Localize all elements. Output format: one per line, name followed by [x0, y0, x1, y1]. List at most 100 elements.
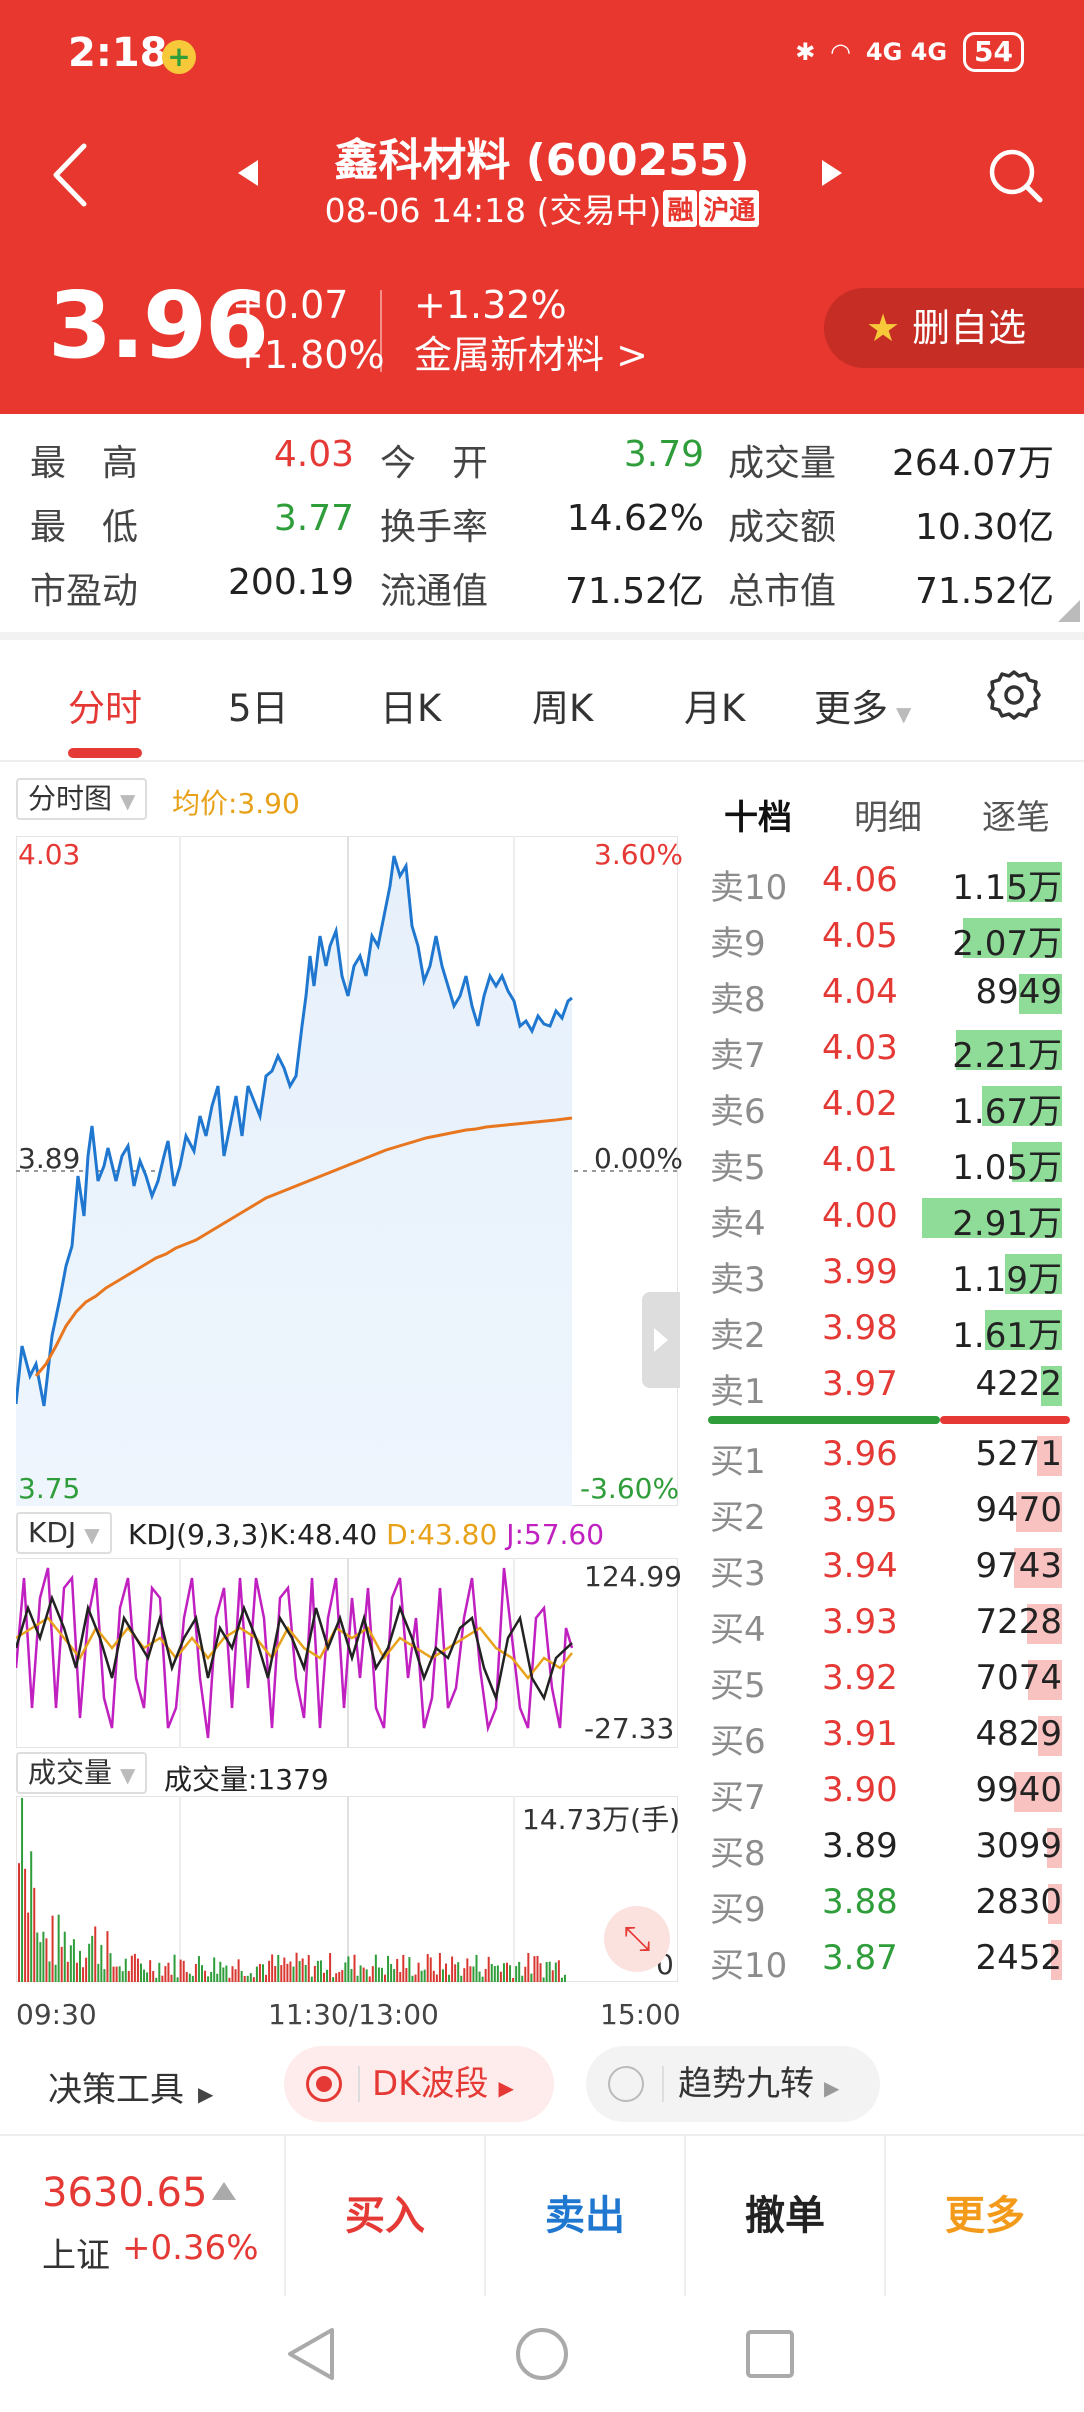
ask-price: 3.97 [822, 1364, 898, 1404]
volume-bar [560, 1977, 563, 1982]
bid-row[interactable]: 买9 3.88 2830 [708, 1874, 1070, 1930]
volume-bar [332, 1977, 335, 1982]
volume-bar [445, 1963, 447, 1982]
chevron-down-icon: ▼ [896, 702, 912, 726]
bid-row[interactable]: 买3 3.94 9743 [708, 1538, 1070, 1594]
chart-type-dropdown[interactable]: 分时图 ▼ [16, 778, 148, 820]
bid-volume-bar [1038, 1716, 1062, 1756]
nav-back-icon[interactable] [288, 2328, 334, 2380]
volume-bar [289, 1961, 292, 1982]
tab-ten-levels[interactable]: 十档 [724, 798, 792, 838]
tab-tick-by-tick[interactable]: 逐笔 [982, 798, 1050, 838]
dk-wave-toggle[interactable]: DK波段 ▶ [284, 2046, 554, 2122]
tab-details[interactable]: 明细 [854, 798, 922, 838]
volume-dropdown[interactable]: 成交量 ▼ [16, 1752, 148, 1794]
more-button[interactable]: 更多 [884, 2136, 1084, 2296]
kdj-values: KDJ(9,3,3)K:48.40 D:43.80 J:57.60 [128, 1518, 604, 1551]
tab-daily-k[interactable]: 日K [380, 687, 442, 730]
volume-bar [210, 1972, 213, 1982]
decision-tools[interactable]: 决策工具 ▶ [48, 2062, 213, 2111]
volume-bar [176, 1977, 179, 1982]
expand-icon[interactable]: ⤡ [604, 1906, 670, 1972]
trend-nine-toggle[interactable]: 趋势九转 ▶ [586, 2046, 880, 2122]
ask-price: 3.99 [822, 1252, 898, 1292]
volume-bar [225, 1965, 228, 1982]
price-area [16, 856, 572, 1506]
tab-5day[interactable]: 5日 [228, 687, 289, 730]
volume-bar [545, 1961, 548, 1982]
tab-more[interactable]: 更多 ▼ [814, 678, 911, 732]
expand-stats-icon[interactable] [1058, 600, 1080, 622]
ask-row[interactable]: 卖2 3.98 1.61万 [708, 1300, 1070, 1356]
volume-bar [228, 1977, 231, 1982]
ask-row[interactable]: 卖5 4.01 1.05万 [708, 1132, 1070, 1188]
ask-level-label: 卖6 [710, 1092, 766, 1132]
ask-row[interactable]: 卖1 3.97 4222 [708, 1356, 1070, 1412]
volume-bar [362, 1967, 365, 1982]
ask-row[interactable]: 卖10 4.06 1.15万 [708, 852, 1070, 908]
bid-row[interactable]: 买6 3.91 4829 [708, 1706, 1070, 1762]
volume-bar [298, 1961, 301, 1982]
ask-row[interactable]: 卖6 4.02 1.67万 [708, 1076, 1070, 1132]
volume-bar [258, 1963, 261, 1982]
section-divider [0, 632, 1084, 640]
bid-row[interactable]: 买10 3.87 2452 [708, 1930, 1070, 1986]
bid-quantity: 3099 [975, 1826, 1062, 1866]
volume-bar [350, 1969, 353, 1982]
volume-bar [521, 1975, 524, 1982]
system-nav-bar [288, 2328, 794, 2380]
back-icon[interactable] [46, 140, 96, 210]
ask-row[interactable]: 卖7 4.03 2.21万 [708, 1020, 1070, 1076]
volume-bar [518, 1961, 521, 1982]
bid-row[interactable]: 买1 3.96 5271 [708, 1426, 1070, 1482]
ask-row[interactable]: 卖9 4.05 2.07万 [708, 908, 1070, 964]
next-stock-icon[interactable] [822, 160, 842, 186]
buy-button[interactable]: 买入 [284, 2136, 484, 2296]
volume-bar [201, 1965, 203, 1982]
collapse-handle[interactable] [642, 1292, 680, 1388]
bid-ratio-bar [940, 1416, 1070, 1424]
status-time: 2:18 [68, 30, 168, 76]
bid-row[interactable]: 买4 3.93 7228 [708, 1594, 1070, 1650]
bluetooth-icon: ✱ [795, 38, 816, 66]
float-cap-label: 流通值 [380, 571, 489, 612]
nav-recents-icon[interactable] [746, 2330, 794, 2378]
volume-bar [36, 1932, 39, 1982]
sector-name: 金属新材料 > [414, 333, 648, 377]
bid-row[interactable]: 买7 3.90 9940 [708, 1762, 1070, 1818]
ask-row[interactable]: 卖3 3.99 1.19万 [708, 1244, 1070, 1300]
price-chart[interactable] [16, 836, 678, 1506]
volume-selector-label: 成交量 [28, 1756, 113, 1789]
volume-bar [301, 1958, 304, 1982]
tab-intraday[interactable]: 分时 [68, 687, 142, 730]
search-icon[interactable] [986, 146, 1046, 206]
tab-monthly-k[interactable]: 月K [684, 687, 746, 730]
notification-icon: + [162, 40, 196, 74]
sell-button[interactable]: 卖出 [484, 2136, 684, 2296]
ask-row[interactable]: 卖8 4.04 8949 [708, 964, 1070, 1020]
gear-icon[interactable] [986, 668, 1042, 724]
volume-bar [54, 1964, 57, 1982]
ask-volume-bar [963, 918, 1062, 958]
volume-bar [295, 1952, 298, 1982]
cancel-order-button[interactable]: 撤单 [684, 2136, 884, 2296]
ask-row[interactable]: 卖4 4.00 2.91万 [708, 1188, 1070, 1244]
kdj-dropdown[interactable]: KDJ ▼ [16, 1512, 112, 1554]
volume-max-label: 14.73万(手) [522, 1803, 681, 1836]
volume-bar [140, 1963, 142, 1982]
bid-row[interactable]: 买8 3.89 3099 [708, 1818, 1070, 1874]
nav-home-icon[interactable] [516, 2328, 568, 2380]
sector-link[interactable]: +1.32% 金属新材料 > [414, 280, 648, 380]
volume-bar [42, 1931, 45, 1982]
remove-favorite-button[interactable]: ★ 删自选 [824, 288, 1084, 368]
bid-volume-bar [1048, 1884, 1062, 1924]
kdj-label: KDJ [28, 1516, 77, 1549]
bid-row[interactable]: 买2 3.95 9470 [708, 1482, 1070, 1538]
tab-weekly-k[interactable]: 周K [532, 687, 594, 730]
prev-stock-icon[interactable] [238, 160, 258, 186]
volume-bar [204, 1970, 207, 1982]
ask-quantity: 2.21万 [952, 1036, 1062, 1076]
volume-bar [506, 1962, 508, 1982]
volume-bar [515, 1966, 518, 1982]
bid-row[interactable]: 买5 3.92 7074 [708, 1650, 1070, 1706]
